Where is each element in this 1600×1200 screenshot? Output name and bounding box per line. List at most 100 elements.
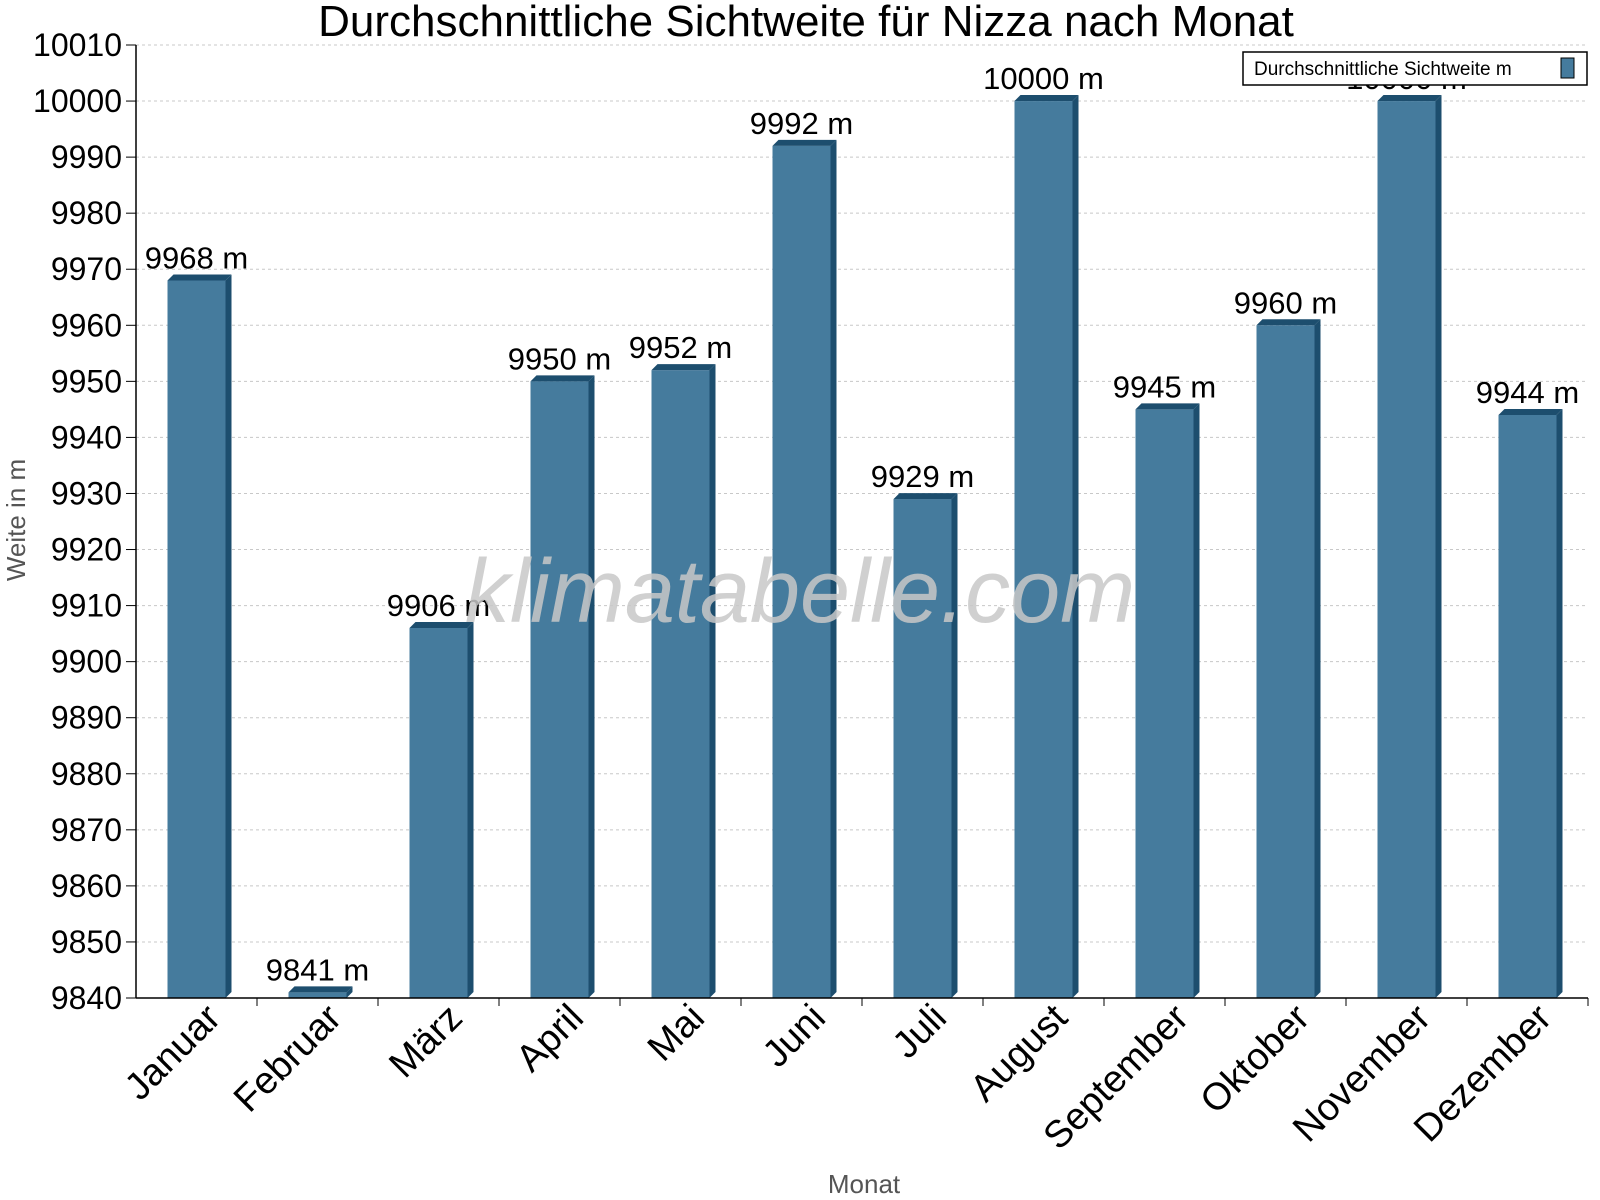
y-tick-label: 9880 (51, 756, 122, 792)
bar-top (893, 493, 958, 500)
bar (1498, 408, 1563, 998)
y-tick-label: 9860 (51, 868, 122, 904)
bar-front (1135, 409, 1194, 999)
x-tick-label: Juli (885, 997, 955, 1067)
y-tick-label: 10010 (33, 27, 122, 63)
y-tick-label: 9870 (51, 812, 122, 848)
chart-title: Durchschnittliche Sichtweite für Nizza n… (318, 0, 1294, 46)
bar (167, 274, 232, 999)
y-tick-label: 9990 (51, 139, 122, 175)
data-labels: 9968 m 9841 m 9906 m 9950 m 9952 m 9992 m 9929… (145, 61, 1579, 987)
bar-side (1314, 319, 1321, 998)
y-tick-label: 9910 (51, 588, 122, 624)
bar-side (588, 375, 595, 999)
bar-top (288, 986, 353, 993)
bar (409, 622, 474, 998)
y-tick-label: 9890 (51, 700, 122, 736)
bar-front (409, 628, 468, 998)
y-tick-label: 10000 (33, 83, 122, 119)
bar-side (225, 274, 232, 999)
bar-front (651, 370, 710, 998)
data-label: 9960 m (1234, 285, 1337, 320)
bar-side (1072, 95, 1079, 998)
y-tick-label: 9960 (51, 307, 122, 343)
grid-lines (136, 44, 1588, 943)
bar-top (1256, 319, 1321, 326)
data-label: 9945 m (1113, 369, 1216, 404)
y-tick-label: 9980 (51, 195, 122, 231)
bar-top (651, 364, 716, 371)
y-tick-label: 9970 (51, 251, 122, 287)
data-label: 9950 m (508, 341, 611, 376)
bar (772, 139, 837, 998)
bar-front (893, 499, 952, 998)
x-tick-label: Februar (226, 996, 350, 1120)
bar (530, 375, 595, 999)
data-label: 9944 m (1476, 375, 1579, 410)
bar-front (1256, 325, 1315, 998)
y-tick-label: 9850 (51, 924, 122, 960)
bar-front (1498, 414, 1557, 998)
bars (167, 95, 1563, 999)
legend-box (1242, 51, 1588, 86)
bar-front (1014, 101, 1073, 998)
x-tick-label: Mai (640, 997, 713, 1070)
data-label: 9952 m (629, 330, 732, 365)
x-tick-label: April (508, 997, 591, 1080)
bar-front (530, 381, 589, 999)
bar-side (346, 986, 353, 998)
bar (651, 364, 716, 998)
watermark: klimatabelle.com (465, 542, 1135, 642)
bar-side (951, 493, 958, 998)
legend: Durchschnittliche Sichtweite m (1242, 51, 1588, 86)
data-label: 9992 m (750, 106, 853, 141)
data-label: 9906 m (387, 588, 490, 623)
y-tick-label: 9840 (51, 980, 122, 1016)
bar-top (772, 139, 837, 146)
y-tick-label: 9950 (51, 363, 122, 399)
x-tick-label: Oktober (1193, 996, 1319, 1122)
y-tick-label: 9930 (51, 475, 122, 511)
data-label: 10000 m (983, 61, 1104, 96)
bar-side (830, 139, 837, 998)
bar (893, 493, 958, 998)
bar-top (530, 375, 595, 382)
bar-side (1435, 95, 1442, 998)
bar-front (167, 280, 226, 999)
bar-side (709, 364, 716, 998)
bar-top (1014, 95, 1079, 102)
y-tick-label: 9920 (51, 532, 122, 568)
y-axis-ticks: 9840 9850 9860 9870 9880 9890 9900 9910 9920 9930… (33, 27, 136, 1016)
bar (1377, 95, 1442, 998)
data-label: 9929 m (871, 459, 974, 494)
bar-top (1135, 403, 1200, 410)
bar-top (1498, 408, 1563, 415)
bar-top (409, 622, 474, 629)
bar (1256, 319, 1321, 998)
bar (1014, 95, 1079, 998)
axes (135, 45, 1588, 999)
bar-side (1556, 408, 1563, 998)
bar-top (1377, 95, 1442, 102)
x-tick-label: August (963, 996, 1077, 1110)
bar-side (1193, 403, 1200, 999)
x-axis-label: Monat (828, 1169, 901, 1199)
bar-front (1377, 101, 1436, 998)
legend-swatch (1560, 57, 1575, 79)
bar-top (167, 274, 232, 281)
y-tick-label: 9940 (51, 419, 122, 455)
legend-label: Durchschnittliche Sichtweite m (1254, 59, 1512, 80)
bar-side (467, 622, 474, 998)
y-axis-label: Weite in m (1, 459, 31, 581)
bar-front (288, 992, 347, 998)
x-tick-label: März (381, 997, 470, 1086)
x-tick-label: Januar (117, 996, 229, 1108)
bar (1135, 403, 1200, 999)
x-tick-label: Juni (755, 997, 834, 1076)
bar-front (772, 145, 831, 998)
data-label: 9968 m (145, 240, 248, 275)
bar (288, 986, 353, 998)
y-tick-label: 9900 (51, 644, 122, 680)
